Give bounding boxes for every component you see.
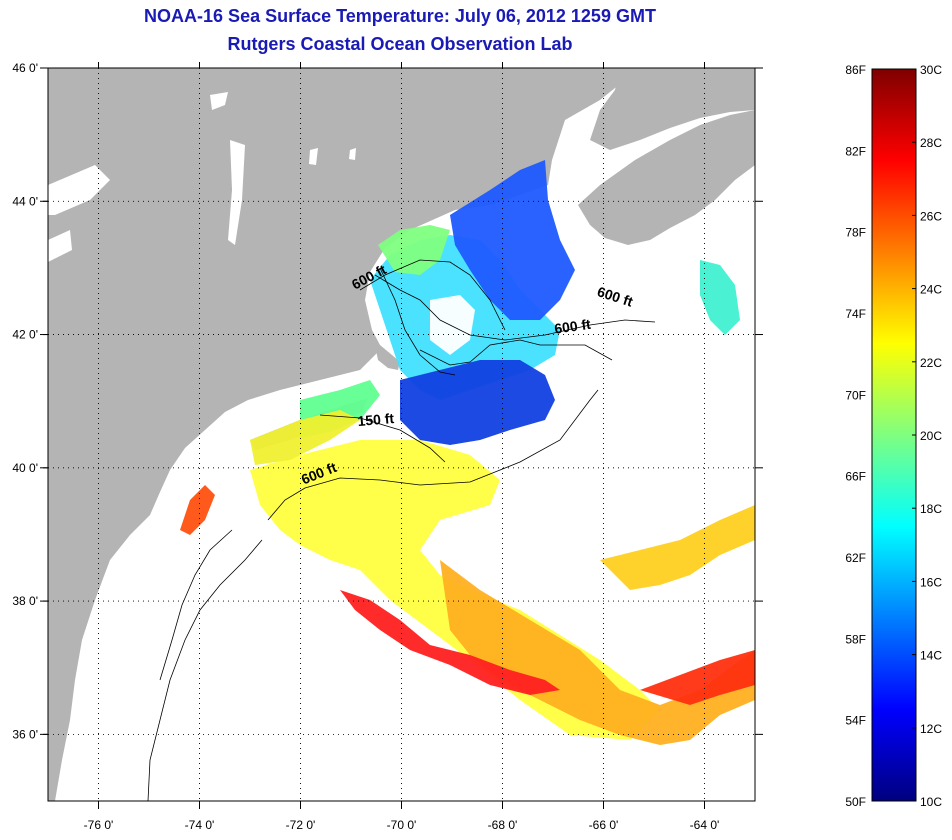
colorbar-f-label: 54F — [845, 714, 866, 728]
lat-tick-label: 40 0' — [12, 461, 38, 475]
colorbar-c-label: 30C — [920, 63, 942, 77]
contour-label: 150 ft — [357, 410, 395, 429]
lon-tick-label: -70 0' — [387, 818, 417, 832]
lon-tick-label: -68 0' — [488, 818, 518, 832]
sst-swath — [600, 505, 755, 590]
colorbar-c-label: 22C — [920, 356, 942, 370]
colorbar-f-label: 62F — [845, 551, 866, 565]
sst-swath — [430, 295, 475, 355]
colorbar-fahrenheit-labels: 86F 82F 78F 74F 70F 66F 62F 58F 54F 50F — [845, 63, 866, 809]
colorbar-f-label: 78F — [845, 226, 866, 240]
sea-surface-temperature-layer — [180, 160, 755, 745]
bathymetry-contours — [147, 259, 656, 801]
colorbar-c-label: 16C — [920, 575, 942, 589]
colorbar-f-label: 74F — [845, 307, 866, 321]
colorbar-f-label: 66F — [845, 470, 866, 484]
colorbar-c-label: 14C — [920, 649, 942, 663]
colorbar: 86F 82F 78F 74F 70F 66F 62F 58F 54F 50F 30C 28C 26C… — [845, 63, 942, 809]
colorbar-f-label: 50F — [845, 795, 866, 809]
colorbar-f-label: 58F — [845, 632, 866, 646]
map-title: NOAA-16 Sea Surface Temperature: July 06… — [144, 6, 656, 26]
lakes — [48, 92, 356, 262]
land-cape-cod — [372, 330, 400, 370]
colorbar-gradient — [871, 68, 917, 802]
colorbar-f-label: 86F — [845, 63, 866, 77]
lat-tick-label: 42 0' — [12, 328, 38, 342]
lat-tick-label: 46 0' — [12, 61, 38, 75]
colorbar-c-label: 28C — [920, 136, 942, 150]
graticule-grid — [48, 68, 755, 801]
sst-swath — [450, 160, 575, 320]
colorbar-f-label: 70F — [845, 388, 866, 402]
colorbar-c-label: 10C — [920, 795, 942, 809]
colorbar-c-label: 18C — [920, 502, 942, 516]
sst-swath — [180, 485, 215, 535]
lat-tick-label: 38 0' — [12, 594, 38, 608]
land-nova-scotia — [578, 110, 755, 245]
lon-tick-label: -72 0' — [286, 818, 316, 832]
colorbar-c-label: 24C — [920, 283, 942, 297]
sst-swath — [250, 410, 360, 465]
sst-swath — [340, 590, 560, 695]
lat-tick-label: 44 0' — [12, 194, 38, 208]
contour-label: 600 ft — [553, 316, 592, 337]
map-subtitle: Rutgers Coastal Ocean Observation Lab — [227, 34, 573, 54]
colorbar-c-label: 12C — [920, 722, 942, 736]
lon-tick-label: -64 0' — [690, 818, 720, 832]
lon-tick-label: -74 0' — [185, 818, 215, 832]
sst-swath — [440, 560, 755, 745]
colorbar-c-label: 20C — [920, 429, 942, 443]
longitude-axis: -76 0' -74 0' -72 0' -70 0' -68 0' -66 0' -64 … — [84, 62, 720, 832]
lat-tick-label: 36 0' — [12, 727, 38, 741]
sst-swath — [640, 650, 755, 705]
lon-tick-label: -76 0' — [84, 818, 114, 832]
sst-swath — [378, 225, 450, 275]
sst-swath — [700, 260, 740, 335]
land-mainland — [48, 68, 625, 801]
lon-tick-label: -66 0' — [589, 818, 619, 832]
colorbar-c-label: 26C — [920, 209, 942, 223]
colorbar-celsius-labels: 30C 28C 26C 24C 22C 20C 18C 16C 14C 12C 10C — [912, 63, 942, 809]
latitude-axis: 46 0' 44 0' 42 0' 40 0' 38 0' 36 0' — [12, 61, 763, 741]
sst-swath — [400, 360, 555, 445]
colorbar-f-label: 82F — [845, 144, 866, 158]
land-maritimes — [590, 68, 755, 150]
